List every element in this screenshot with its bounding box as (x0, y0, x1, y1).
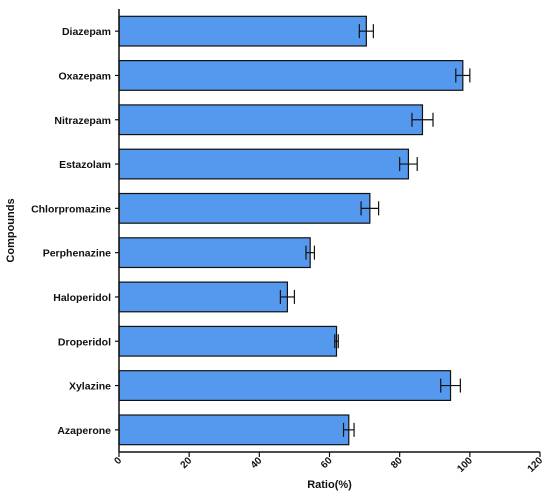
error-bar-oxazepam (455, 68, 471, 83)
x-tick-label: 120 (526, 455, 546, 475)
error-bar-haloperidol (279, 289, 296, 304)
error-bar-perphenazine (305, 245, 316, 260)
bar-chlorpromazine (118, 192, 371, 224)
x-tick-label: 20 (179, 455, 195, 471)
bar-estazolam (118, 148, 410, 180)
bar-haloperidol (118, 281, 288, 313)
error-bar-diazepam (358, 24, 374, 39)
error-bar-chlorpromazine (360, 201, 380, 216)
category-label-nitrazepam: Nitrazepam (54, 115, 111, 127)
y-axis-title: Compounds (5, 198, 17, 262)
category-label-droperidol: Droperidol (58, 336, 111, 348)
x-tick-label: 60 (319, 455, 335, 471)
error-bar-azaperone (342, 422, 355, 437)
error-bar-estazolam (399, 157, 418, 172)
category-label-haloperidol: Haloperidol (53, 292, 111, 304)
category-label-diazepam: Diazepam (62, 26, 111, 38)
category-label-oxazepam: Oxazepam (58, 70, 111, 82)
category-labels: Diazepam Oxazepam Nitrazepam Estazolam Chlor… (31, 26, 119, 437)
bar-diazepam (118, 15, 367, 47)
error-bars-layer (279, 24, 471, 437)
bars-layer (118, 15, 464, 446)
x-tick-label: 80 (389, 455, 405, 471)
category-label-estazolam: Estazolam (59, 159, 111, 171)
bar-perphenazine (118, 237, 311, 269)
bar-xylazine (118, 370, 452, 401)
x-tick-label: 100 (455, 455, 475, 475)
error-bar-nitrazepam (411, 112, 434, 127)
x-axis-ticks: 0 20 40 60 80 100 120 (112, 452, 545, 475)
x-axis-title: Ratio(%) (307, 479, 352, 491)
bar-oxazepam (118, 60, 464, 91)
bar-azaperone (118, 414, 350, 446)
bar-droperidol (118, 325, 338, 357)
error-bar-droperidol (334, 334, 339, 349)
category-label-chlorpromazine: Chlorpromazine (31, 203, 111, 215)
x-tick-label: 40 (249, 455, 265, 471)
category-label-perphenazine: Perphenazine (43, 248, 111, 260)
bar-nitrazepam (118, 104, 424, 136)
category-label-xylazine: Xylazine (69, 381, 111, 393)
error-bar-xylazine (440, 378, 461, 393)
category-label-azaperone: Azaperone (57, 425, 111, 437)
